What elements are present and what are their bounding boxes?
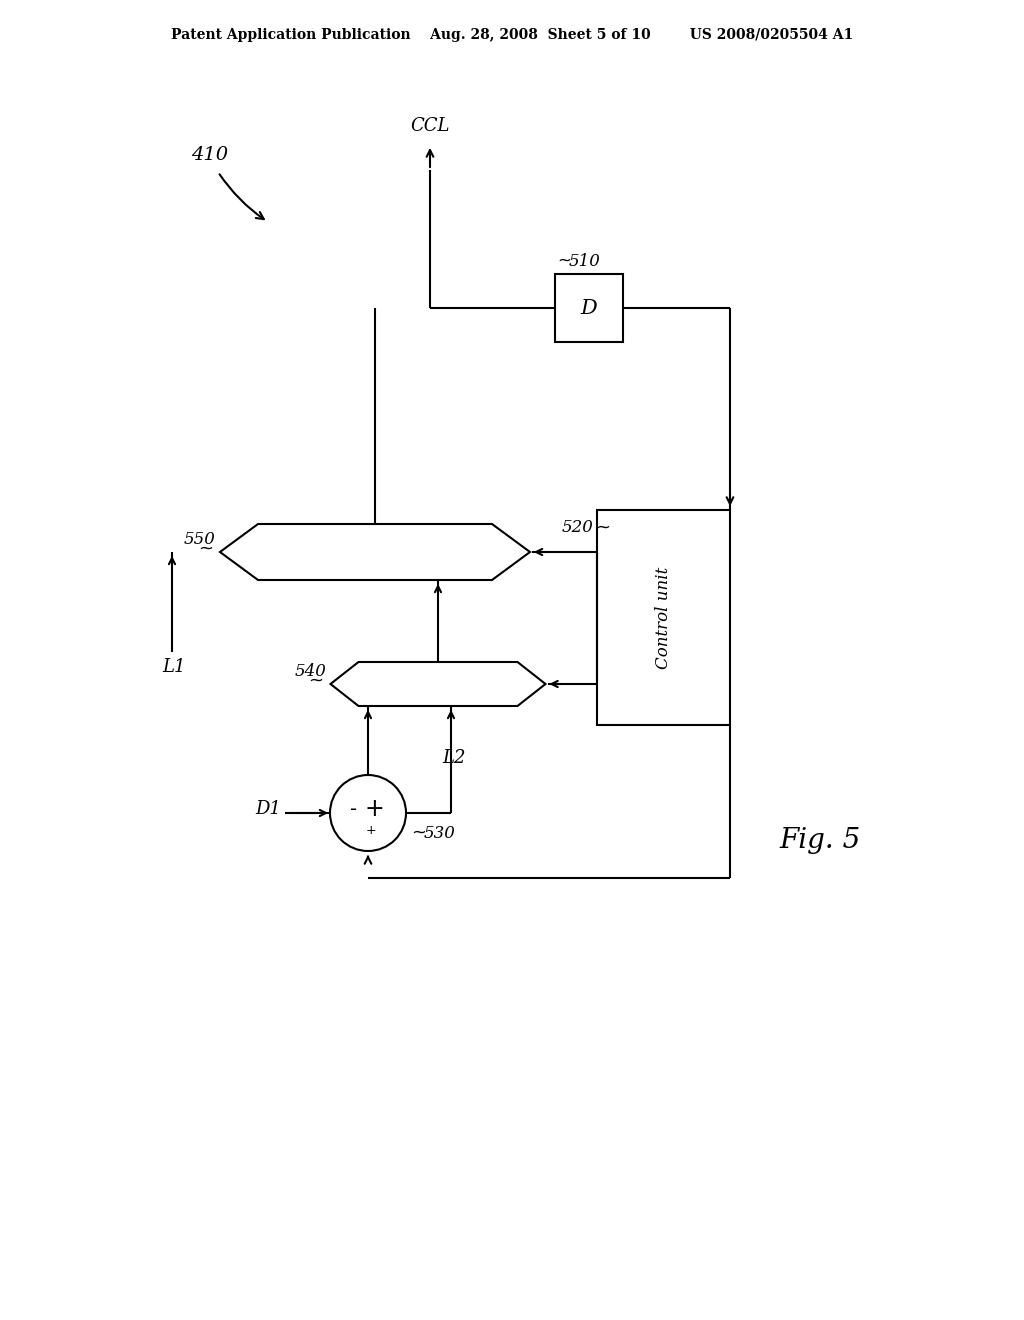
Text: L1: L1 <box>162 657 185 676</box>
Text: L2: L2 <box>442 748 466 767</box>
Text: 530: 530 <box>424 825 456 842</box>
Text: D: D <box>581 298 597 318</box>
Text: 540: 540 <box>295 664 327 681</box>
Text: 550: 550 <box>184 532 216 549</box>
Bar <box>555 275 623 342</box>
Bar <box>597 510 730 725</box>
Text: 510: 510 <box>569 253 601 271</box>
Text: ~: ~ <box>595 519 610 537</box>
Text: 520: 520 <box>561 520 593 536</box>
Text: ~: ~ <box>198 540 213 558</box>
Text: -: - <box>350 800 357 818</box>
Text: CCL: CCL <box>411 117 450 135</box>
Text: +: + <box>366 825 376 837</box>
Text: Patent Application Publication    Aug. 28, 2008  Sheet 5 of 10        US 2008/02: Patent Application Publication Aug. 28, … <box>171 28 853 42</box>
Text: ~: ~ <box>308 672 324 690</box>
Text: ~: ~ <box>557 252 571 271</box>
Text: ~: ~ <box>411 824 426 842</box>
Text: 410: 410 <box>191 147 228 164</box>
Text: D1: D1 <box>255 800 281 818</box>
Text: +: + <box>365 797 384 821</box>
Text: Fig. 5: Fig. 5 <box>779 826 860 854</box>
Text: Control unit: Control unit <box>655 566 672 669</box>
